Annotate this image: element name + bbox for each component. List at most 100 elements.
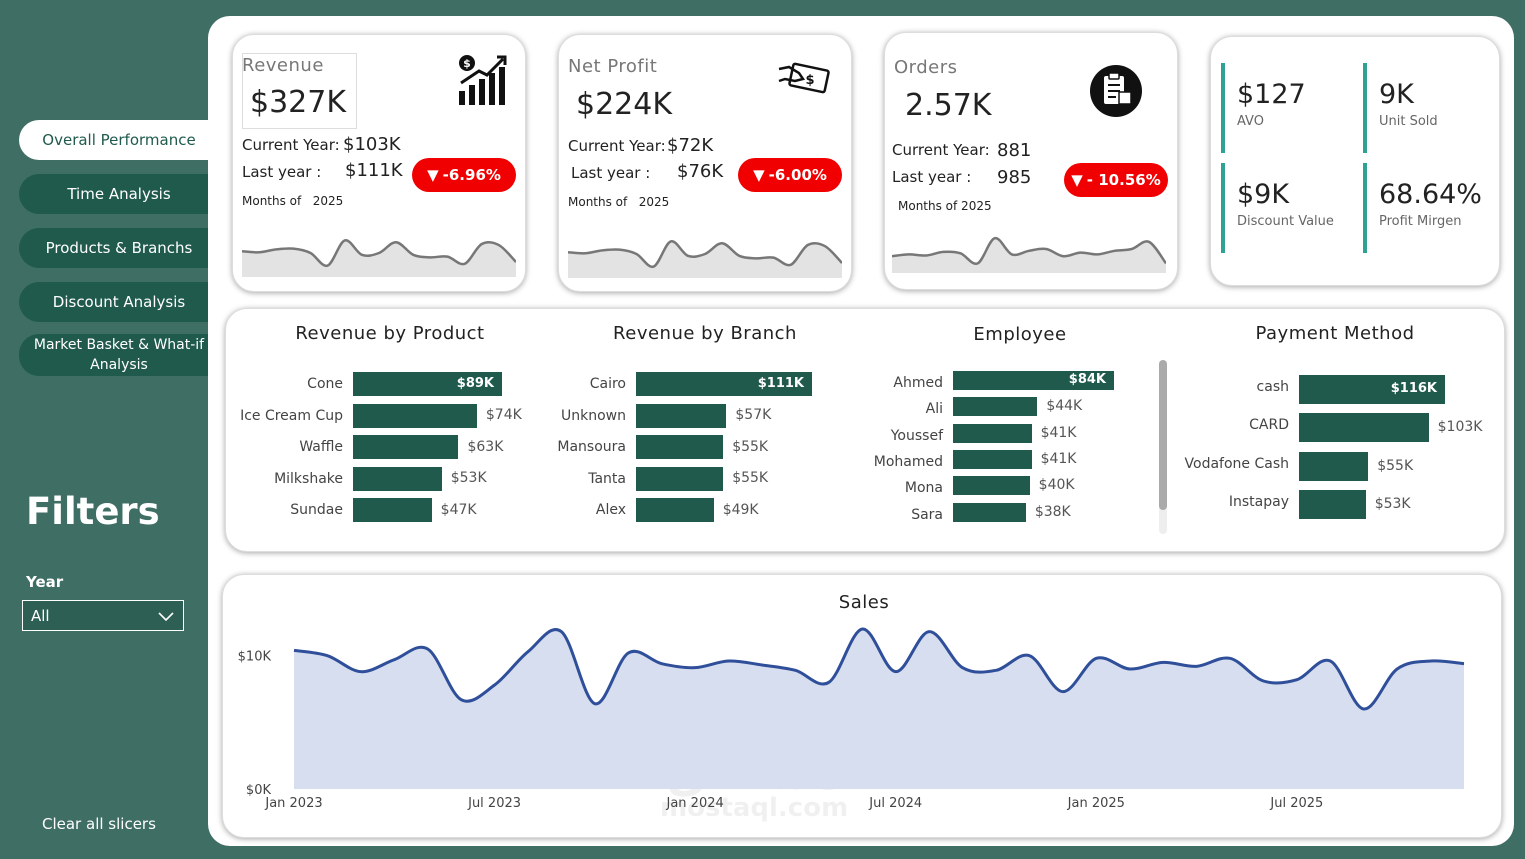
- kpi-discount-value-value: $9K: [1237, 179, 1290, 210]
- revenue-chart-icon: $: [459, 55, 507, 105]
- bar-charts-panel: [225, 308, 1505, 552]
- bar-value-label: $55K: [1377, 457, 1414, 474]
- bar[interactable]: [1299, 375, 1445, 404]
- kpi-profit-margin: 68.64% Profit Mirgen: [1363, 163, 1482, 253]
- kpi-unit-sold: 9K Unit Sold: [1363, 63, 1438, 153]
- bar[interactable]: [353, 466, 442, 491]
- nav-products-branchs[interactable]: Products & Branchs: [19, 228, 219, 268]
- bar[interactable]: [353, 403, 477, 428]
- clear-slicers-button[interactable]: Clear all slicers: [42, 815, 156, 833]
- orders-card: Orders 2.57K Current Year: 881 Last year…: [884, 32, 1178, 290]
- revenue-value: $327K: [250, 85, 347, 120]
- net-profit-last-value: $76K: [677, 161, 724, 182]
- revenue-label: Revenue: [242, 55, 324, 76]
- revenue-sparkline: [242, 239, 516, 277]
- bar[interactable]: [953, 371, 1114, 390]
- filters-title: Filters: [26, 490, 160, 533]
- sales-title: Sales: [838, 592, 890, 613]
- bar[interactable]: [353, 498, 432, 522]
- svg-text:$: $: [805, 73, 814, 88]
- nav-time-analysis[interactable]: Time Analysis: [19, 174, 219, 214]
- bar[interactable]: [636, 435, 724, 459]
- x-tick-label: Jan 2023: [264, 796, 322, 811]
- bar[interactable]: [353, 435, 459, 459]
- kpi-discount-value-label: Discount Value: [1237, 214, 1334, 229]
- sales-area: [294, 628, 1464, 789]
- bar[interactable]: [353, 372, 502, 396]
- kpi-profit-margin-value: 68.64%: [1379, 179, 1482, 210]
- revenue-focus-box: [242, 53, 357, 129]
- bar-category-label: Mohamed: [873, 453, 943, 470]
- x-tick-label: Jul 2025: [1269, 796, 1323, 811]
- net-profit-sparkline: [568, 240, 842, 278]
- bar-value-label: $44K: [1046, 398, 1083, 415]
- kpi-avo-label: AVO: [1237, 114, 1264, 129]
- year-filter-label: Year: [26, 573, 64, 591]
- bar-category-label: Ali: [925, 401, 943, 418]
- svg-text:$: $: [463, 57, 471, 70]
- orders-sparkline: [892, 236, 1166, 273]
- net-profit-change-badge: ▼ -6.00%: [738, 158, 842, 192]
- year-select[interactable]: All: [22, 600, 184, 631]
- x-tick-label: Jul 2024: [868, 796, 922, 811]
- bar-category-label: CARD: [1249, 417, 1289, 434]
- revenue-last-value: $111K: [345, 160, 403, 181]
- bar[interactable]: [953, 502, 1026, 522]
- bar-category-label: Unknown: [561, 407, 626, 424]
- bar[interactable]: [953, 476, 1030, 496]
- bar-value-label: $84K: [1068, 372, 1106, 387]
- payment-method-title: Payment Method: [1255, 323, 1415, 344]
- mini-kpi-card: $127 AVO 9K Unit Sold $9K Discount Value…: [1210, 36, 1500, 286]
- bar-value-label: $63K: [467, 438, 504, 455]
- kpi-avo-value: $127: [1237, 79, 1306, 110]
- bar-category-label: Waffle: [299, 439, 343, 455]
- bar-category-label: Cairo: [589, 376, 626, 392]
- kpi-unit-sold-value: 9K: [1379, 79, 1414, 110]
- bar-value-label: $41K: [1040, 424, 1077, 441]
- sparkline-line: [242, 239, 516, 268]
- net-profit-value: $224K: [576, 87, 673, 122]
- watermark-latin: mostaql.com: [660, 793, 849, 823]
- orders-months: Months of 2025: [898, 199, 992, 213]
- bar[interactable]: [636, 466, 724, 491]
- bar-value-label: $55K: [732, 470, 769, 486]
- bar[interactable]: [1299, 489, 1366, 519]
- x-tick-label: Jul 2023: [467, 796, 521, 811]
- employee-title: Employee: [973, 324, 1067, 345]
- bar-value-label: $53K: [450, 470, 487, 486]
- bar[interactable]: [953, 423, 1032, 443]
- revenue-months: Months of 2025: [242, 194, 344, 208]
- bar-value-label: $89K: [456, 375, 494, 391]
- net-profit-current-value: $72K: [667, 135, 714, 156]
- bar-value-label: $111K: [757, 375, 804, 391]
- bar[interactable]: [636, 372, 812, 396]
- nav-discount-analysis[interactable]: Discount Analysis: [19, 282, 219, 322]
- sales-line: [293, 627, 1465, 711]
- nav-market-basket[interactable]: Market Basket & What-if Analysis: [19, 334, 219, 376]
- down-triangle-icon: ▼: [753, 166, 765, 184]
- revenue-change-badge: ▼ -6.96%: [412, 158, 516, 192]
- bar-value-label: $74K: [485, 407, 522, 423]
- chevron-down-icon: [158, 612, 174, 622]
- bar-value-label: $55K: [732, 438, 769, 455]
- employee-scrollbar-thumb[interactable]: [1159, 360, 1167, 510]
- bar-category-label: Tanta: [588, 470, 626, 487]
- orders-last-label: Last year :: [892, 168, 972, 186]
- bar[interactable]: [953, 449, 1032, 469]
- orders-value: 2.57K: [905, 88, 992, 123]
- bar-category-label: Youssef: [890, 427, 943, 444]
- bar[interactable]: [636, 498, 714, 522]
- bar[interactable]: [1299, 413, 1429, 443]
- year-select-value: All: [31, 607, 50, 625]
- bar-category-label: Vodafone Cash: [1184, 455, 1289, 472]
- clipboard-box-icon: [1090, 65, 1142, 117]
- bar-value-label: $47K: [440, 501, 477, 518]
- money-hand-icon: $: [778, 62, 830, 94]
- kpi-discount-value: $9K Discount Value: [1221, 163, 1334, 253]
- bar[interactable]: [636, 403, 727, 428]
- bar-category-label: Mona: [904, 480, 943, 497]
- nav-overall-performance[interactable]: Overall Performance: [19, 120, 219, 160]
- bar[interactable]: [953, 397, 1038, 417]
- bar[interactable]: [1299, 451, 1369, 481]
